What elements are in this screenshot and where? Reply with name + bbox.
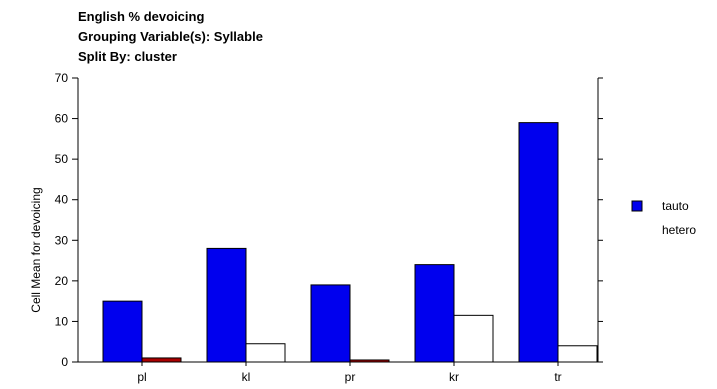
y-tick-label: 20 [55,274,69,288]
bar-hetero-pl [141,357,182,363]
legend-label-hetero: hetero [662,223,696,237]
x-tick-label-pr: pr [345,370,356,384]
x-tick-label-kl: kl [242,370,251,384]
bar-tauto-kr [414,264,455,363]
y-tick-label: 40 [55,193,69,207]
y-tick-label: 10 [55,314,69,328]
chart-subtitle-split: Split By: cluster [78,49,177,64]
bar-hetero-kr [453,314,494,363]
legend-swatch-tauto [631,200,643,212]
x-tick-label-kr: kr [449,370,459,384]
bar-tauto-kl [206,247,247,363]
chart-title: English % devoicing [78,9,205,24]
y-tick-label: 70 [55,71,69,85]
chart-title-block: English % devoicing Grouping Variable(s)… [78,7,263,67]
legend-swatch-hetero [632,225,642,235]
bar-tauto-pr [310,284,351,363]
bar-hetero-tr [557,345,598,363]
y-tick-label: 50 [55,152,69,166]
x-tick-label-tr: tr [554,370,561,384]
chart-subtitle-grouping: Grouping Variable(s): Syllable [78,29,263,44]
x-tick-label-pl: pl [137,370,146,384]
y-axis-label: Cell Mean for devoicing [29,187,43,312]
y-tick-label: 30 [55,233,69,247]
y-tick-label: 0 [61,355,68,369]
y-tick-label: 60 [55,112,69,126]
legend-label-tauto: tauto [662,199,689,213]
bar-tauto-tr [518,122,559,363]
bar-tauto-pl [102,300,143,363]
bar-hetero-pr [349,359,390,363]
bar-hetero-kl [245,343,286,363]
